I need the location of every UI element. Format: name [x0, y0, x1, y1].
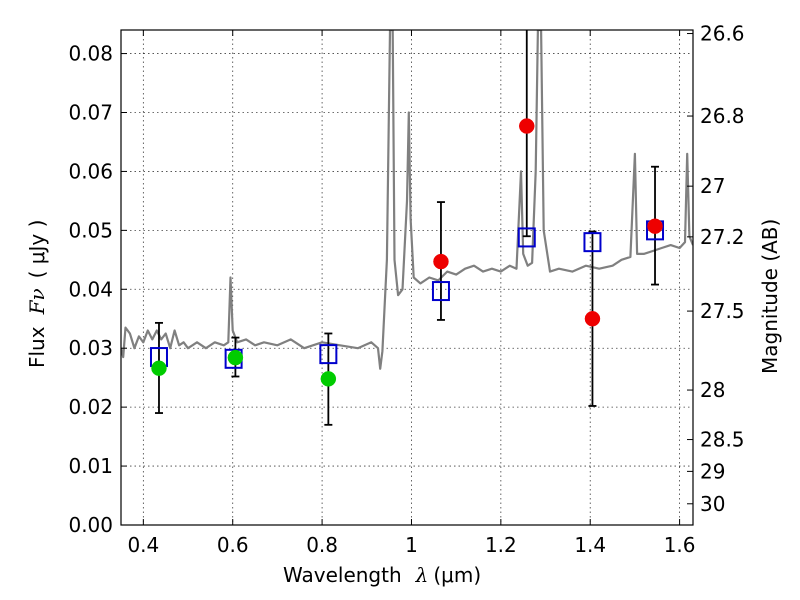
error-bars: [154, 30, 660, 426]
y-tick-label: 0.08: [68, 42, 113, 66]
model-square: [319, 344, 338, 365]
x-tick-label: 1.4: [574, 533, 606, 557]
y2-tick-label: 28.5: [700, 428, 745, 452]
plot-series: [121, 30, 693, 426]
data-point: [584, 311, 601, 327]
x-tick-label: 1.6: [664, 533, 696, 557]
y2-tick-label: 27.2: [700, 225, 745, 249]
data-point: [227, 349, 244, 366]
spectrum-line: [121, 30, 693, 370]
y2-tick-label: 28: [700, 378, 725, 402]
x-tick-label: 0.6: [217, 533, 249, 557]
y-tick-label: 0.05: [68, 218, 113, 242]
x-tick-label: 1.2: [485, 533, 517, 557]
x-tick-label: 1: [405, 533, 418, 557]
model-square: [517, 227, 536, 248]
grid: [121, 30, 693, 526]
model-square: [431, 281, 450, 302]
y2-axis-label: Magnitude (AB): [758, 219, 782, 374]
x-tick-label: 0.4: [127, 533, 159, 557]
model-photometry-squares: [149, 220, 665, 369]
data-point: [320, 371, 337, 387]
model-spectrum: [121, 30, 693, 370]
data-point: [647, 218, 663, 234]
y-tick-label: 0.02: [68, 395, 113, 419]
plot-frame: [120, 29, 694, 526]
y-tick-label: 0.00: [68, 513, 113, 537]
data-point: [519, 118, 535, 134]
y-axis-label: FluxFν( μJy ): [25, 220, 49, 368]
axis-ticks: 0.4 0.6 0.8 1 1.2 1.4 1.6 0.00 0.01 0.02 0.03 0.04 0…: [68, 22, 744, 557]
data-point: [433, 253, 449, 270]
x-axis-label: Wavelength λ (μm): [283, 563, 481, 587]
y2-tick-label: 27.5: [700, 299, 745, 323]
y2-tick-label: 26.8: [700, 104, 745, 128]
y-tick-label: 0.03: [68, 336, 113, 360]
y-tick-label: 0.06: [68, 159, 113, 183]
y2-tick-label: 27: [700, 174, 725, 198]
y-tick-label: 0.01: [68, 454, 113, 478]
model-square: [583, 232, 602, 253]
x-tick-label: 0.8: [306, 533, 338, 557]
y-tick-label: 0.04: [68, 277, 113, 301]
y2-tick-label: 30: [700, 492, 725, 516]
data-point: [151, 360, 167, 376]
y2-tick-label: 26.6: [700, 22, 745, 46]
y-tick-label: 0.07: [68, 101, 113, 125]
y2-tick-label: 29: [700, 459, 725, 483]
observed-photometry-circles: [151, 118, 663, 387]
